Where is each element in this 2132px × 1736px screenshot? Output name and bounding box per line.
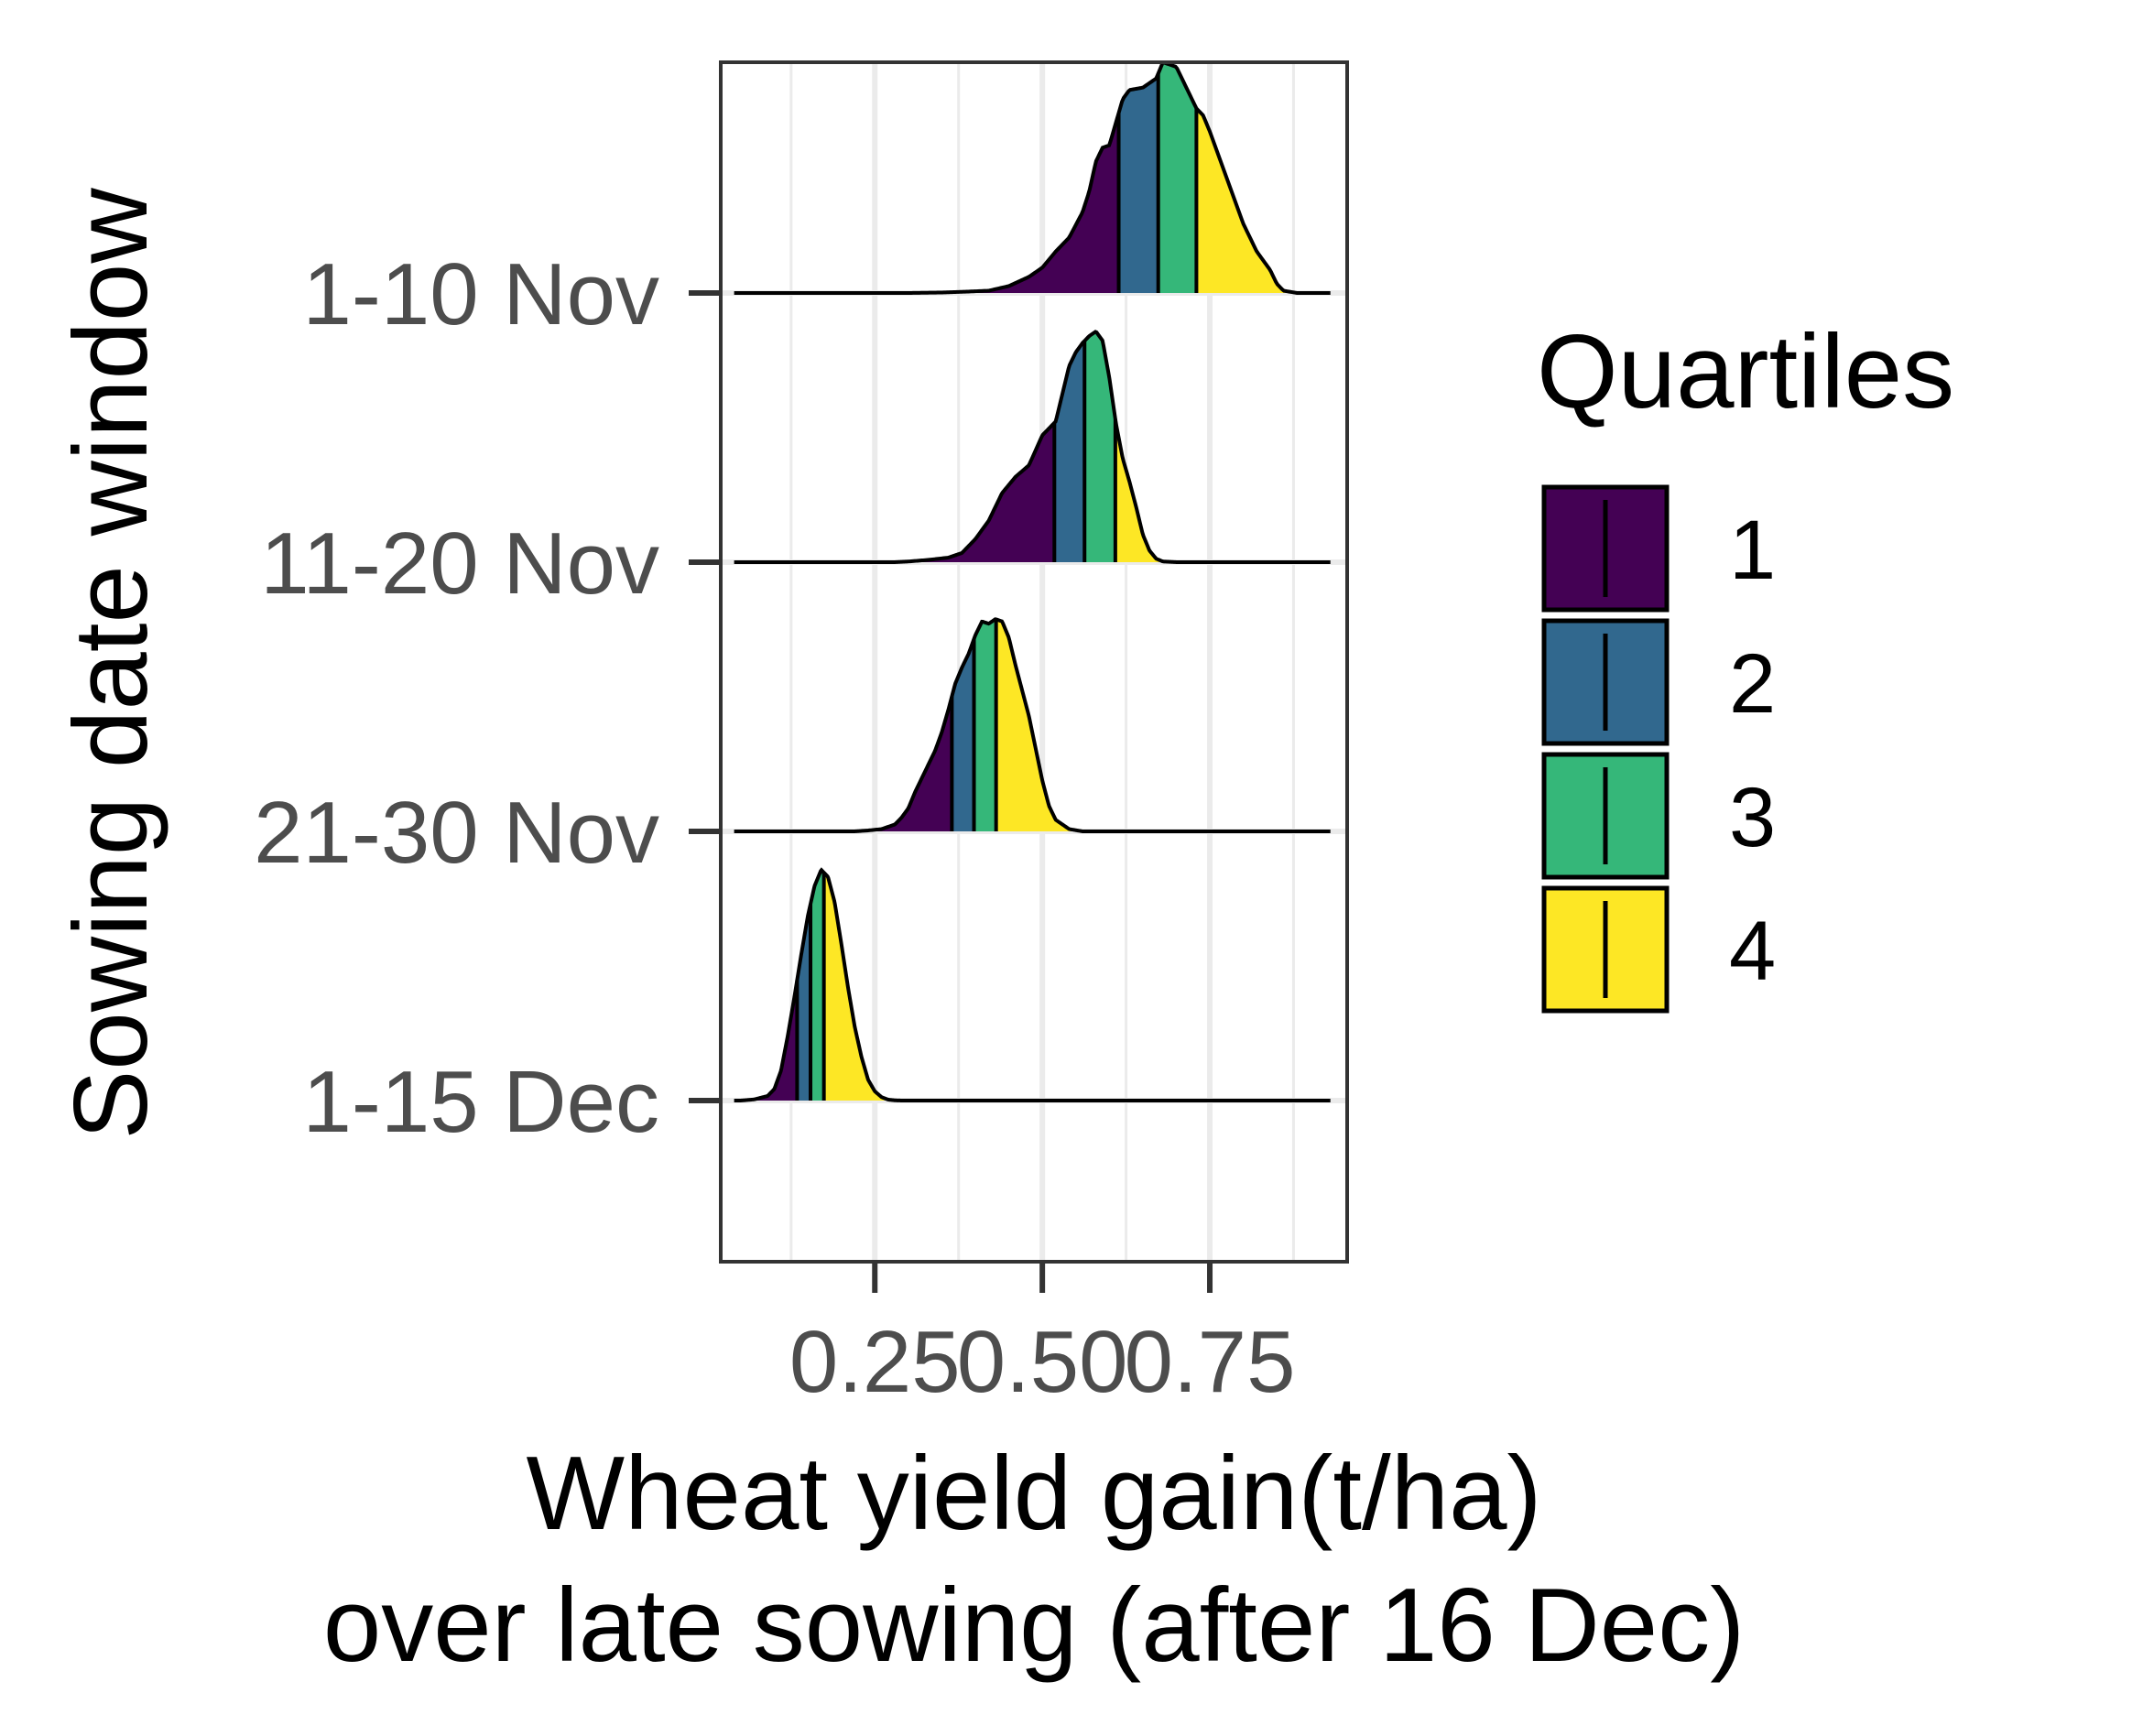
x-tick-label: 0.25: [789, 1313, 961, 1411]
density-outline: [734, 867, 1331, 1102]
quartile-4-area: [1196, 108, 1298, 294]
y-tick-label: 1-15 Dec: [302, 1053, 659, 1151]
density-outline: [734, 60, 1331, 295]
y-tick-label: 11-20 Nov: [260, 515, 659, 613]
legend-label-1: 1: [1729, 504, 1776, 597]
quartile-3-area: [1084, 331, 1115, 562]
quartile-1-area: [854, 696, 952, 831]
quartile-1-area: [908, 113, 1119, 293]
ridge-21-30-nov: [734, 617, 1331, 833]
density-outline: [734, 617, 1331, 833]
quartile-2-area: [952, 638, 974, 831]
quartile-4-area: [1115, 418, 1177, 562]
quartile-1-area: [895, 422, 1055, 562]
ridge-11-20-nov: [734, 330, 1331, 564]
y-tick-label: 1-10 Nov: [302, 245, 659, 343]
quartile-2-area: [797, 904, 811, 1101]
ridge-1-15-dec: [734, 867, 1331, 1102]
y-tick-label: 21-30 Nov: [254, 784, 659, 882]
quartile-4-area: [823, 873, 922, 1101]
quartile-3-area: [810, 870, 824, 1101]
quartile-1-area: [740, 980, 798, 1101]
y-axis: 1-10 Nov 11-20 Nov 21-30 Nov 1-15 Dec: [254, 245, 721, 1151]
legend-label-3: 3: [1729, 771, 1776, 864]
x-tick-label: 0.50: [957, 1313, 1128, 1411]
y-axis-title: Sowing date window: [53, 188, 169, 1140]
panel-border: [719, 60, 1349, 1264]
quartile-3-area: [974, 619, 996, 831]
x-tick-label: 0.75: [1125, 1313, 1296, 1411]
ridge-1-10-nov: [734, 60, 1331, 295]
density-outline: [734, 330, 1331, 564]
x-axis: 0.250.500.75: [789, 1262, 1296, 1411]
quartile-2-area: [1118, 73, 1158, 294]
legend-label-2: 2: [1729, 637, 1776, 731]
quartile-3-area: [1158, 62, 1197, 293]
legend-label-4: 4: [1729, 905, 1776, 998]
quartile-2-area: [1054, 341, 1085, 562]
quartile-4-area: [995, 619, 1083, 831]
ridges: [734, 60, 1331, 1102]
legend-title: Quartiles: [1537, 314, 1954, 430]
x-axis-title-line2: over late sowing (after 16 Dec): [323, 1568, 1745, 1684]
legend: Quartiles 1 2 3 4: [1537, 314, 1954, 1014]
x-axis-title-line1: Wheat yield gain(t/ha): [527, 1436, 1542, 1552]
